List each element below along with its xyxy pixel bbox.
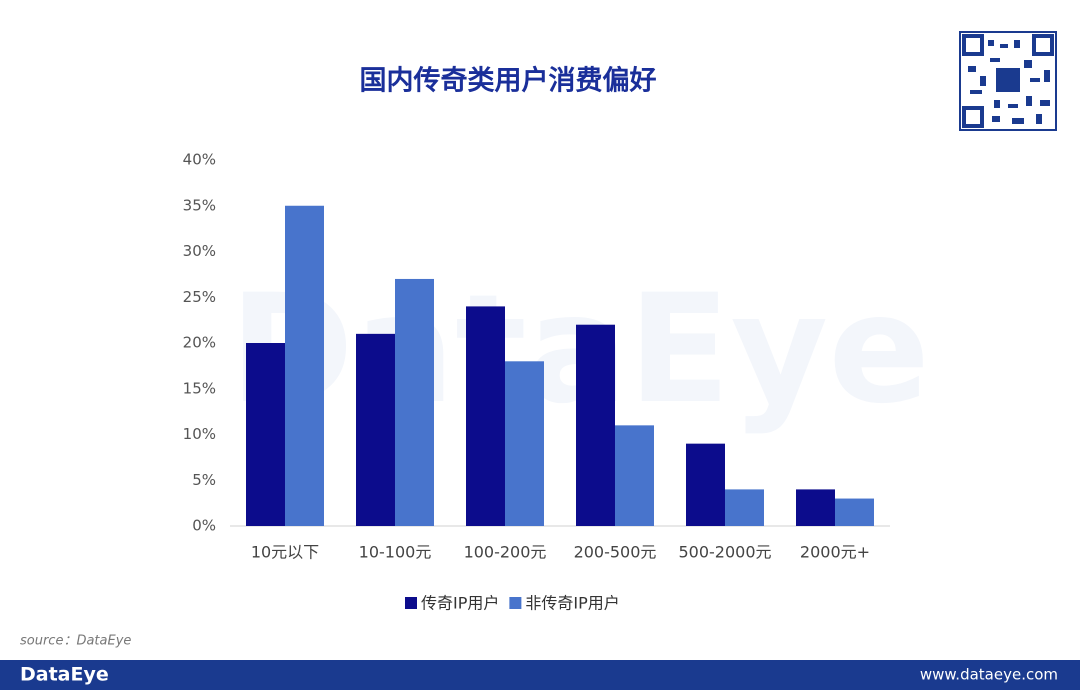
footer-bar	[0, 660, 1080, 690]
qr-corner	[962, 34, 984, 56]
bar	[285, 205, 324, 526]
qr-corner	[962, 106, 984, 128]
bar	[466, 306, 505, 526]
x-tick-label: 500-2000元	[678, 543, 771, 562]
qr-logo	[996, 68, 1020, 92]
qr-corner	[1032, 34, 1054, 56]
x-tick-label: 2000元+	[800, 543, 870, 562]
y-tick-label: 35%	[183, 196, 216, 214]
footer-url: www.dataeye.com	[920, 666, 1058, 684]
bar	[505, 361, 544, 526]
legend-label: 非传奇IP用户	[525, 594, 619, 613]
x-tick-label: 10-100元	[359, 543, 432, 562]
bar	[686, 443, 725, 526]
qr-code	[959, 31, 1057, 131]
legend-swatch	[405, 597, 417, 609]
qr-pattern	[968, 40, 1050, 124]
legend-label: 传奇IP用户	[421, 594, 499, 613]
y-tick-label: 15%	[183, 379, 216, 397]
y-tick-label: 25%	[183, 288, 216, 306]
bar	[615, 425, 654, 526]
x-tick-label: 100-200元	[464, 543, 547, 562]
legend-swatch	[509, 597, 522, 609]
x-tick-label: 200-500元	[574, 543, 657, 562]
bar	[576, 324, 615, 526]
chart-title: 国内传奇类用户消费偏好	[360, 65, 657, 97]
source: source：DataEye	[20, 634, 131, 649]
bar	[246, 343, 285, 526]
footer-brand: DataEye	[20, 664, 109, 686]
y-tick-label: 5%	[192, 471, 216, 489]
y-tick-label: 0%	[192, 517, 216, 535]
y-tick-label: 10%	[183, 425, 216, 443]
x-tick-label: 10元以下	[251, 543, 319, 562]
bar	[725, 489, 764, 526]
bar	[356, 333, 395, 526]
y-tick-label: 40%	[183, 151, 216, 169]
bar	[835, 498, 874, 526]
bar	[395, 278, 434, 526]
y-tick-label: 20%	[183, 334, 216, 352]
y-tick-label: 30%	[183, 242, 216, 260]
bar	[796, 489, 835, 526]
